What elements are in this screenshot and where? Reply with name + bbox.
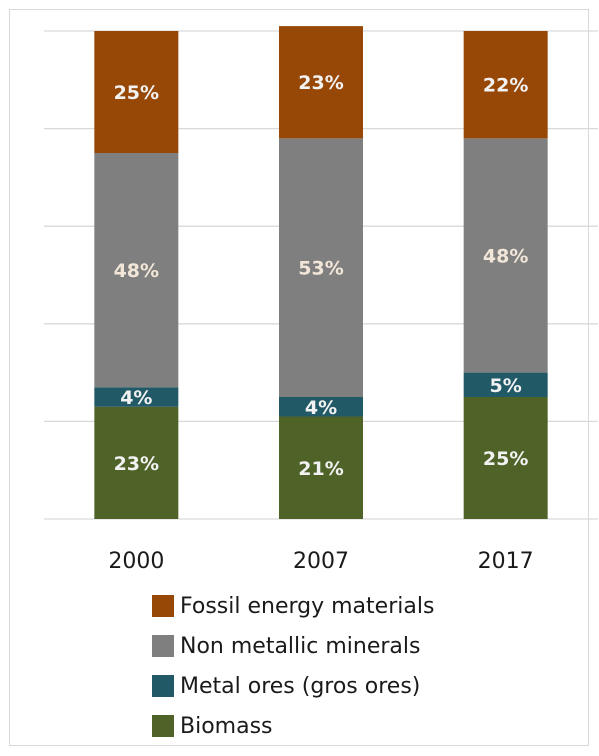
data-label-fossil-energy-materials-2017: 22%: [483, 75, 528, 97]
bar-fossil-energy-materials-2007: [279, 26, 363, 139]
data-label-metal-ores-gros-ores-2007: 4%: [305, 397, 337, 419]
legend-item-fossil: Fossil energy materials: [152, 586, 434, 626]
bar-non-metallic-minerals-2017: [463, 138, 548, 373]
x-tick-label-2017: 2017: [478, 549, 534, 574]
bar-fossil-energy-materials-2017: [463, 31, 548, 139]
legend-label-metal-ores: Metal ores (gros ores): [180, 673, 421, 699]
data-labels: 23% 4% 48% 25% 21% 4% 53% 23% 25% 5% 48% 22%: [114, 72, 529, 480]
bar-non-metallic-minerals-2000: [94, 153, 179, 388]
legend-item-metal-ores: Metal ores (gros ores): [152, 666, 434, 706]
data-label-fossil-energy-materials-2007: 23%: [298, 72, 343, 94]
data-label-metal-ores-gros-ores-2017: 5%: [490, 375, 522, 397]
legend-label-non-metallic: Non metallic minerals: [180, 633, 421, 659]
bar-biomass-2000: [94, 406, 179, 519]
legend-swatch-metal-ores: [152, 675, 174, 697]
legend-swatch-biomass: [152, 715, 174, 737]
data-label-non-metallic-minerals-2007: 53%: [298, 258, 343, 280]
bar-metal-ores-gros-ores-2000: [94, 387, 179, 407]
bar-non-metallic-minerals-2007: [279, 138, 363, 398]
x-tick-label-2007: 2007: [293, 549, 349, 574]
data-label-biomass-2007: 21%: [298, 458, 343, 480]
data-label-biomass-2000: 23%: [114, 453, 159, 475]
legend-item-biomass: Biomass: [152, 706, 434, 746]
bar-metal-ores-gros-ores-2017: [463, 372, 548, 397]
data-label-fossil-energy-materials-2000: 25%: [114, 82, 159, 104]
bar-biomass-2007: [279, 416, 363, 519]
data-label-non-metallic-minerals-2000: 48%: [114, 260, 159, 282]
legend-item-non-metallic: Non metallic minerals: [152, 626, 434, 666]
data-label-metal-ores-gros-ores-2000: 4%: [120, 387, 152, 409]
legend: Fossil energy materials Non metallic min…: [152, 586, 434, 746]
x-tick-label-2000: 2000: [108, 549, 164, 574]
x-tick-labels: 2000 2007 2017: [108, 549, 533, 574]
bars: [94, 26, 548, 519]
legend-label-fossil: Fossil energy materials: [180, 593, 435, 619]
legend-swatch-fossil: [152, 595, 174, 617]
legend-label-biomass: Biomass: [180, 713, 273, 739]
legend-swatch-non-metallic: [152, 635, 174, 657]
data-label-non-metallic-minerals-2017: 48%: [483, 245, 528, 267]
bar-metal-ores-gros-ores-2007: [279, 397, 363, 417]
bar-fossil-energy-materials-2000: [94, 31, 179, 153]
data-label-biomass-2017: 25%: [483, 448, 528, 470]
bar-biomass-2017: [463, 397, 548, 519]
